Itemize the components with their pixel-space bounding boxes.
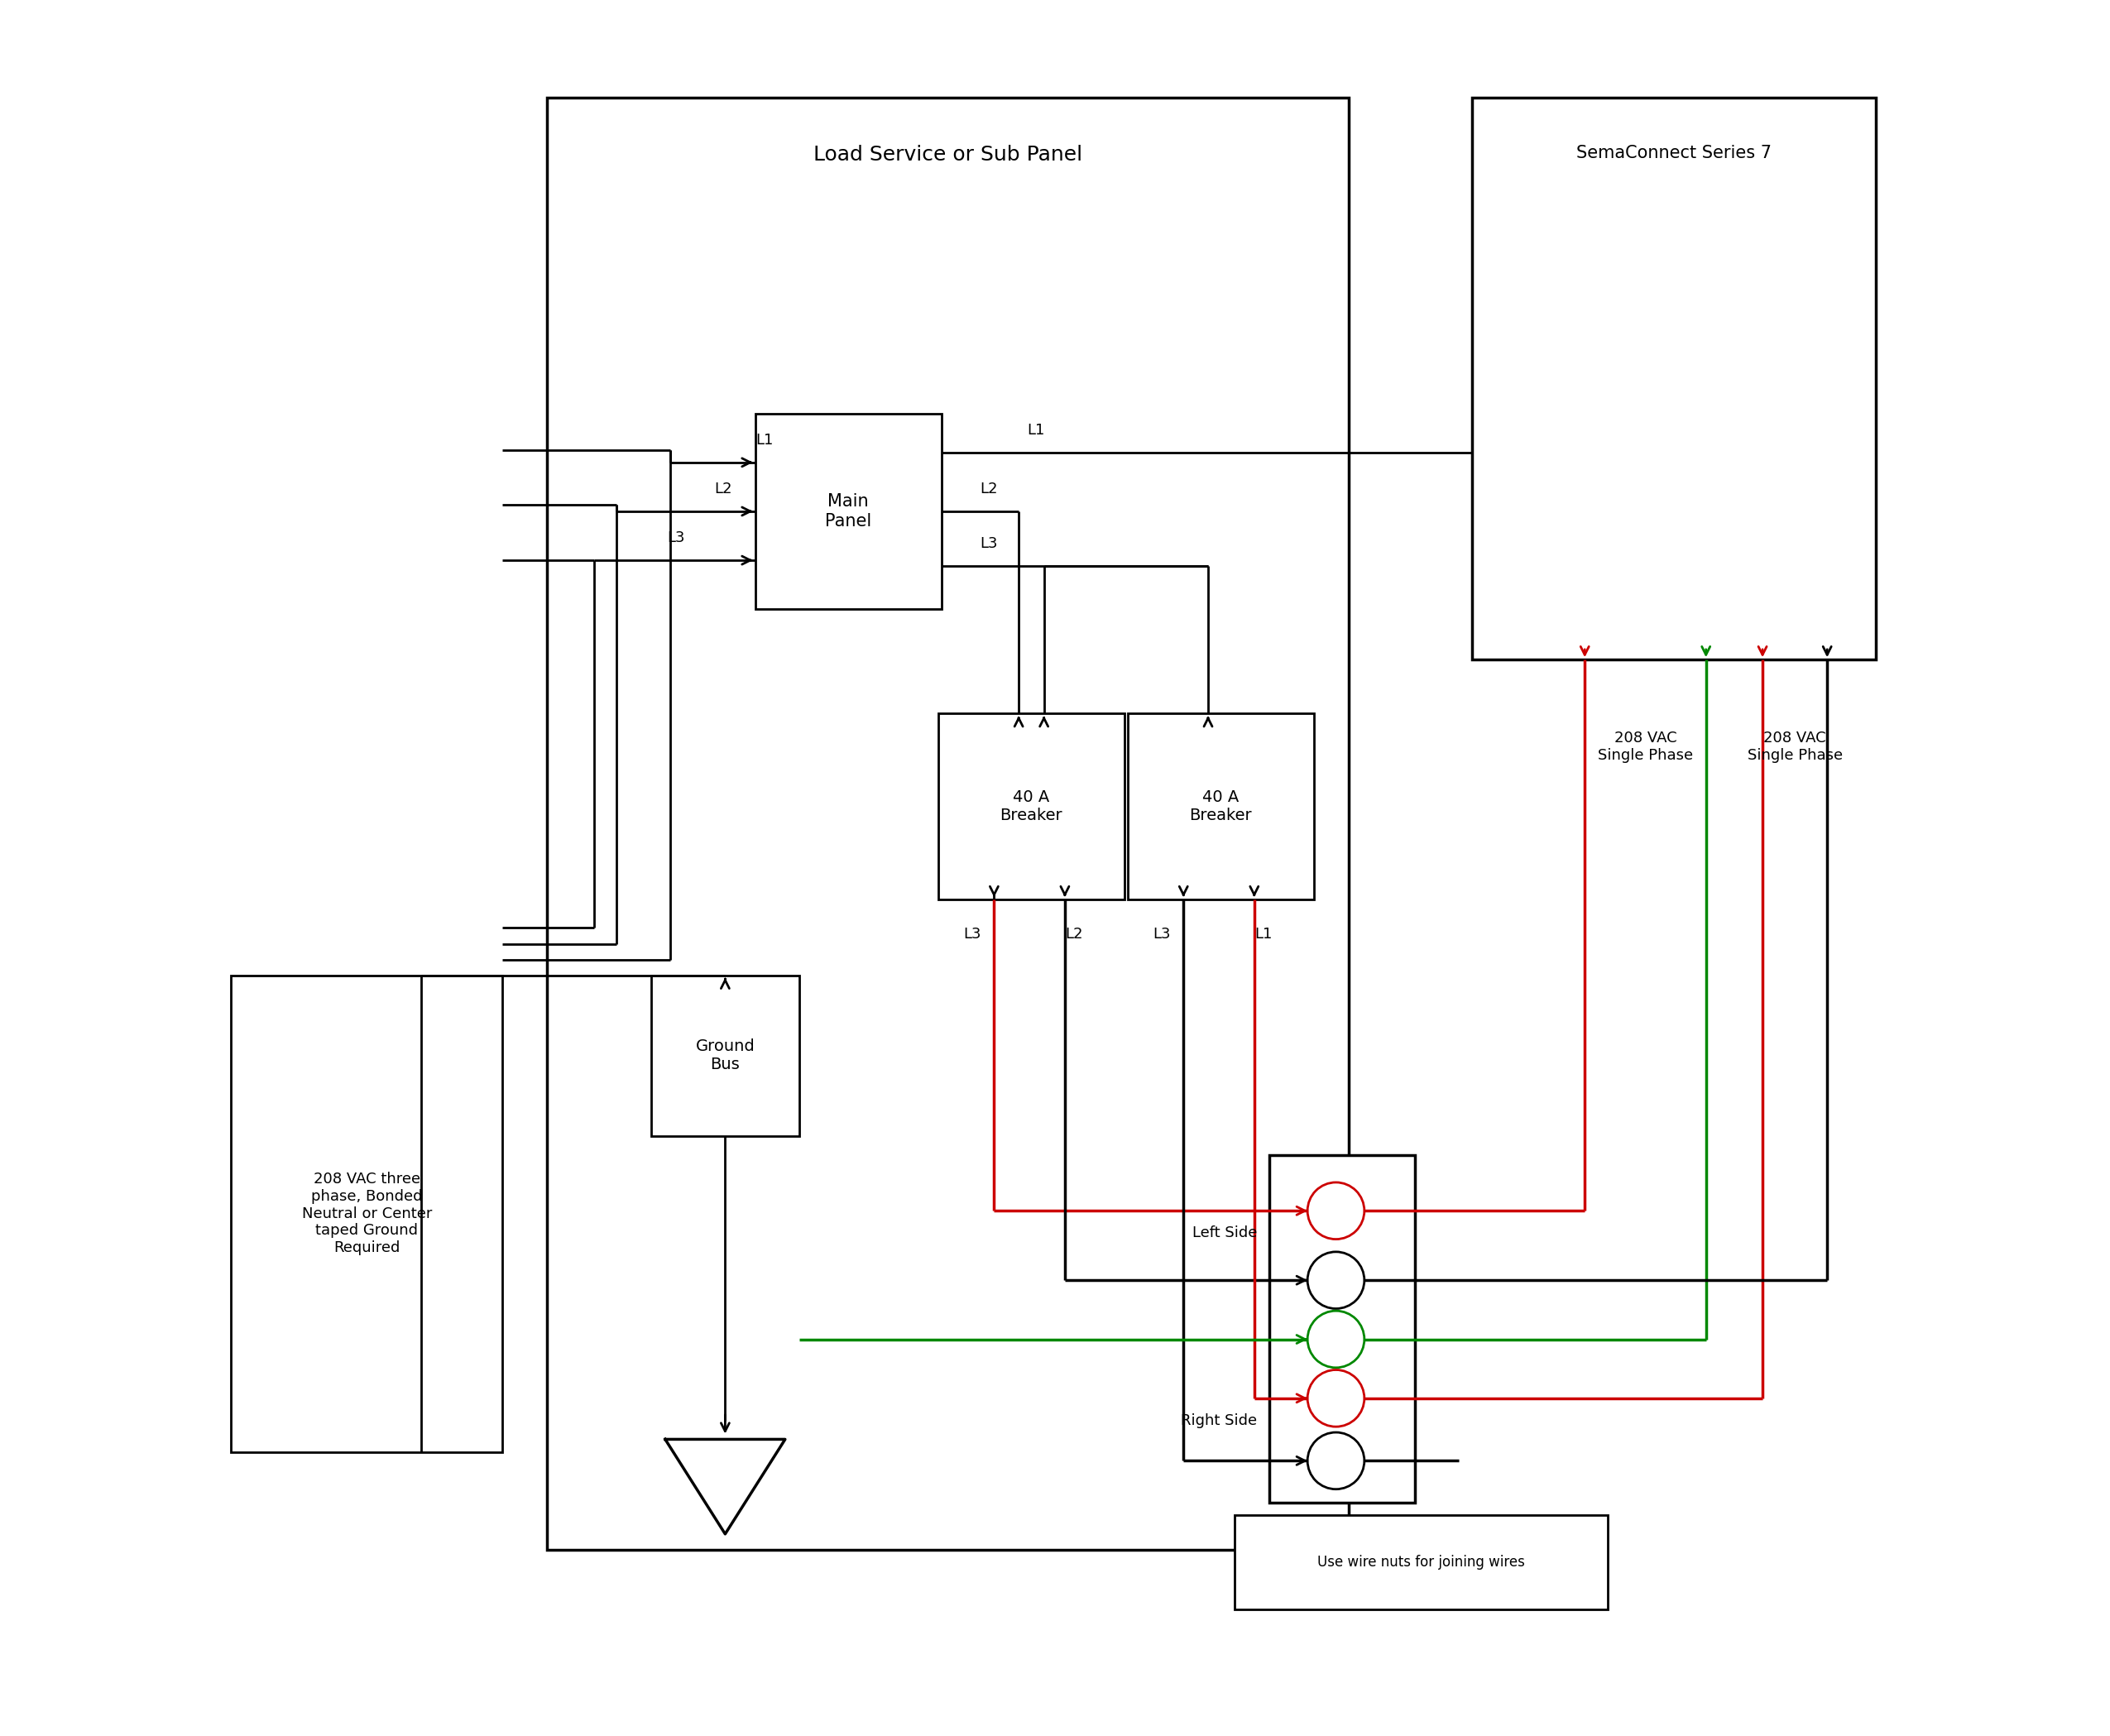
Text: L3: L3 xyxy=(667,531,686,545)
Text: Left Side: Left Side xyxy=(1192,1226,1258,1240)
Bar xyxy=(546,97,1348,1550)
Text: L2: L2 xyxy=(979,483,998,496)
Text: Right Side: Right Side xyxy=(1182,1413,1258,1427)
Text: 40 A
Breaker: 40 A Breaker xyxy=(1190,790,1251,823)
Text: Main
Panel: Main Panel xyxy=(825,493,871,529)
Text: Use wire nuts for joining wires: Use wire nuts for joining wires xyxy=(1317,1555,1526,1569)
Polygon shape xyxy=(665,1439,785,1535)
Bar xyxy=(1234,1516,1608,1609)
Text: L3: L3 xyxy=(1152,927,1171,941)
Bar xyxy=(939,713,1125,899)
Bar xyxy=(1127,713,1315,899)
Text: Load Service or Sub Panel: Load Service or Sub Panel xyxy=(812,146,1082,165)
Text: SemaConnect Series 7: SemaConnect Series 7 xyxy=(1576,146,1770,161)
Circle shape xyxy=(1308,1182,1365,1240)
Text: 40 A
Breaker: 40 A Breaker xyxy=(1000,790,1063,823)
Text: 208 VAC
Single Phase: 208 VAC Single Phase xyxy=(1597,731,1692,762)
Text: 208 VAC three
phase, Bonded
Neutral or Center
taped Ground
Required: 208 VAC three phase, Bonded Neutral or C… xyxy=(302,1172,433,1255)
Text: L1: L1 xyxy=(1028,424,1044,437)
Circle shape xyxy=(1308,1432,1365,1489)
Text: L3: L3 xyxy=(962,927,981,941)
Text: L1: L1 xyxy=(1255,927,1272,941)
Bar xyxy=(1471,97,1876,660)
Bar xyxy=(232,976,502,1451)
Bar xyxy=(652,976,800,1137)
Circle shape xyxy=(1308,1370,1365,1427)
Text: 208 VAC
Single Phase: 208 VAC Single Phase xyxy=(1747,731,1842,762)
Text: L3: L3 xyxy=(979,536,998,552)
Bar xyxy=(755,413,941,609)
Bar xyxy=(1270,1154,1416,1502)
Text: Ground
Bus: Ground Bus xyxy=(696,1038,755,1073)
Text: L2: L2 xyxy=(1066,927,1082,941)
Circle shape xyxy=(1308,1311,1365,1368)
Text: L2: L2 xyxy=(715,483,732,496)
Circle shape xyxy=(1308,1252,1365,1309)
Text: L1: L1 xyxy=(755,432,774,448)
